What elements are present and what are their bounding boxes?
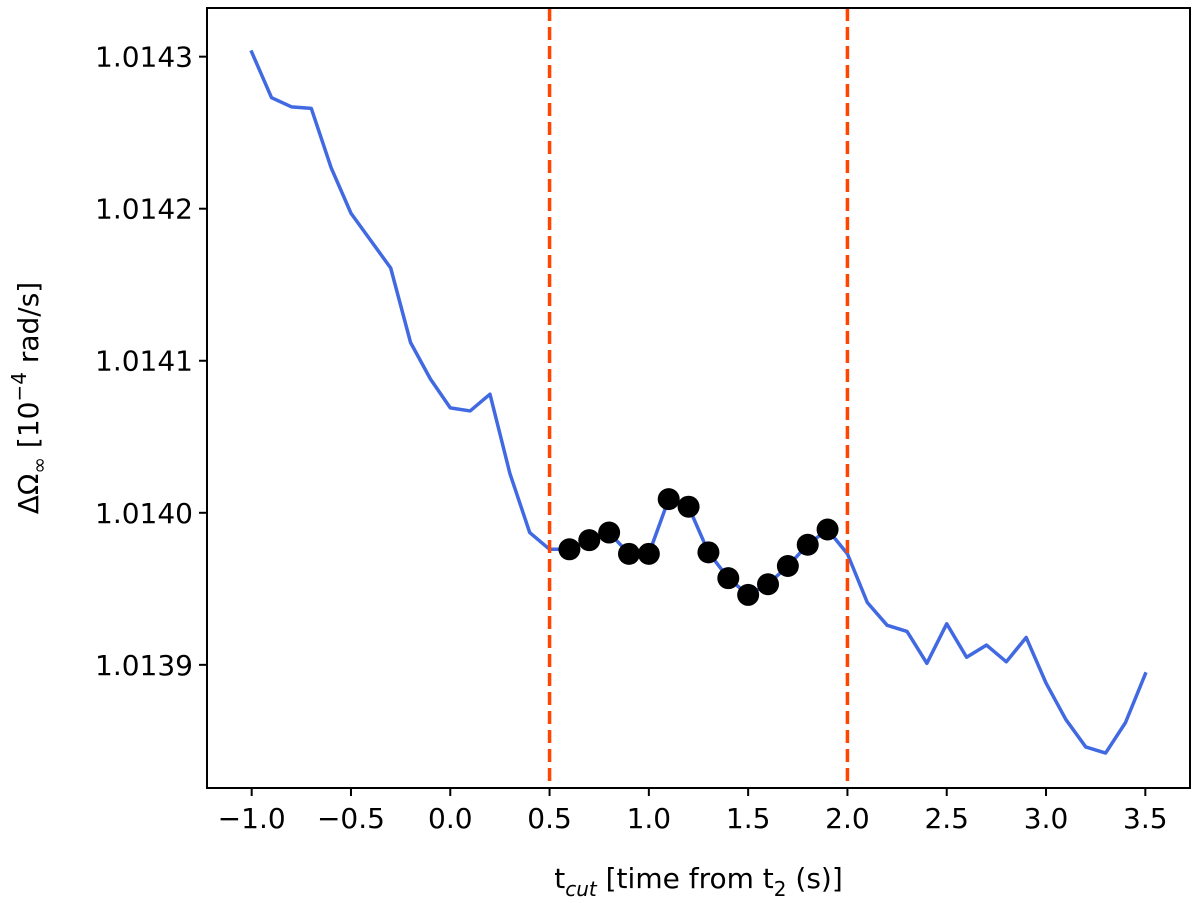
data-point [816, 518, 839, 541]
data-point [558, 538, 581, 561]
series-line [249, 49, 1148, 755]
plot-area [249, 8, 1148, 788]
x-tick-label: 2.5 [924, 802, 969, 835]
data-point [598, 521, 621, 544]
data-point [617, 542, 640, 565]
data-point [776, 555, 799, 578]
y-axis-label: ΔΩ∞ [10−4 rad/s] [7, 282, 51, 514]
data-point [637, 542, 660, 565]
x-tick-label: 3.0 [1024, 802, 1069, 835]
ticks: −1.0 −0.5 0.0 0.5 1.0 1.5 2.0 2.5 3.0 3.5 1.0139 1.… [95, 41, 1168, 835]
y-tick-label: 1.0139 [95, 649, 193, 682]
y-tick-label: 1.0141 [95, 345, 193, 378]
x-tick-label: 0.0 [428, 802, 473, 835]
x-tick-label: 2.0 [825, 802, 870, 835]
x-tick-label: 1.5 [726, 802, 771, 835]
data-point [717, 567, 740, 590]
x-tick-label: −0.5 [317, 802, 385, 835]
axes-frame [206, 7, 1191, 789]
x-tick-label: −1.0 [218, 802, 286, 835]
y-tick-label: 1.0143 [95, 41, 193, 74]
data-point [578, 529, 601, 552]
data-point [697, 541, 720, 564]
x-tick-label: 1.0 [627, 802, 672, 835]
x-tick-label: 3.5 [1123, 802, 1168, 835]
y-tick-label: 1.0140 [95, 497, 193, 530]
x-axis-label: tcut [time from t2 (s)] [554, 862, 843, 901]
data-point [757, 573, 780, 596]
data-point [657, 488, 680, 511]
plot-clip-group [249, 8, 1148, 788]
data-point [737, 583, 760, 606]
y-tick-label: 1.0142 [95, 193, 193, 226]
x-tick-label: 0.5 [527, 802, 572, 835]
data-point [677, 495, 700, 518]
data-point [796, 533, 819, 556]
